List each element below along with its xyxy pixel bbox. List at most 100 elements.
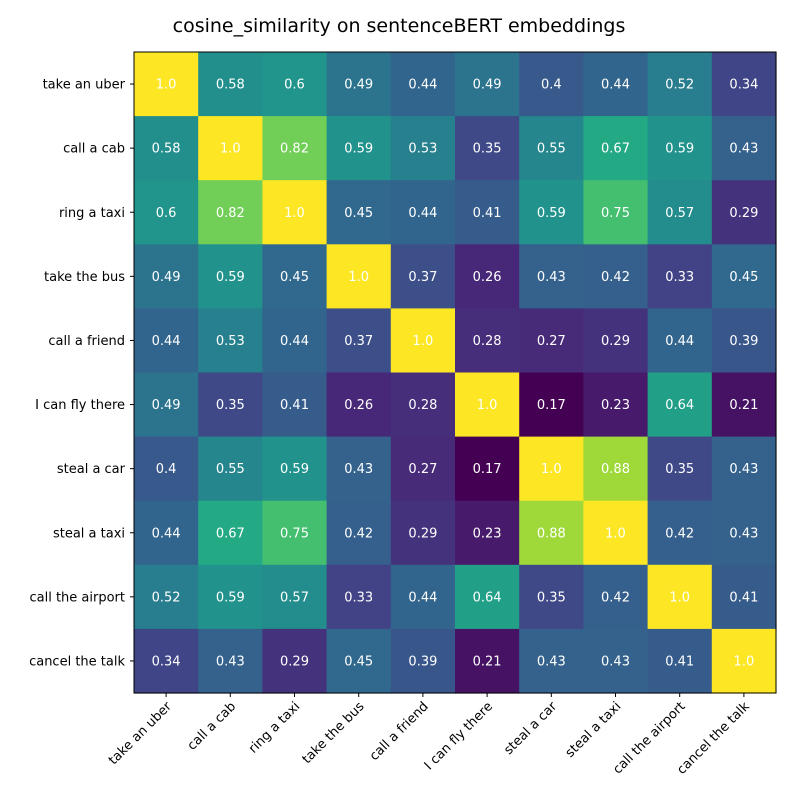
heatmap-cell [583,180,649,245]
cell-value-label: 0.44 [408,206,437,221]
heatmap-cell [198,372,263,438]
heatmap-cell [134,564,199,630]
cell-value-label: 0.33 [665,270,694,285]
heatmap-cell [647,52,713,117]
heatmap-cell [262,436,328,502]
cell-value-label: 0.6 [156,206,177,221]
heatmap-cell [455,308,520,374]
heatmap-cell [134,308,199,374]
heatmap-cell [519,52,584,117]
cell-value-label: 0.34 [152,654,181,669]
cell-value-label: 0.55 [537,142,566,157]
heatmap-cell [198,628,263,694]
heatmap-cell [326,116,392,181]
heatmap-cell [711,564,777,630]
heatmap-cell [455,52,520,117]
cell-value-label: 0.67 [601,142,630,157]
cell-value-label: 0.33 [344,590,373,605]
cell-value-label: 0.23 [601,398,630,413]
heatmap-cell [262,52,328,117]
cell-value-label: 0.27 [537,334,566,349]
cell-value-label: 0.17 [473,462,502,477]
cell-value-label: 0.29 [601,334,630,349]
heatmap-cell [455,500,520,566]
chart-title: cosine_similarity on sentenceBERT embedd… [173,15,626,37]
cell-value-label: 0.35 [216,398,245,413]
x-tick-label: call a cab [185,699,239,753]
x-tick-label: I can fly there [422,699,496,773]
cell-value-label: 0.28 [473,334,502,349]
heatmap-cell [519,244,584,309]
heatmap-cell [134,628,199,694]
heatmap-cell [326,628,392,694]
heatmap-cell [711,116,777,181]
heatmap-cells [134,52,777,694]
cell-value-label: 0.27 [408,462,437,477]
cell-value-label: 0.45 [344,654,373,669]
cell-value-label: 0.44 [152,334,181,349]
heatmap-cell [647,436,713,502]
y-tick-label: call a friend [48,334,125,349]
heatmap-cell [711,244,777,309]
plot-frame [133,51,777,694]
cell-value-label: 0.58 [152,142,181,157]
cell-value-label: 0.59 [344,142,373,157]
cell-value-label: 1.0 [220,142,241,157]
heatmap-cell [390,52,456,117]
heatmap-cell [647,244,713,309]
heatmap-cell [647,308,713,374]
cell-value-label: 0.34 [729,78,758,93]
cell-value-label: 0.64 [665,398,694,413]
cell-value-label: 0.21 [473,654,502,669]
heatmap-cell [519,436,584,502]
cell-value-label: 0.43 [537,654,566,669]
heatmap-cell [455,436,520,502]
cell-value-label: 1.0 [156,78,177,93]
heatmap-cell [134,500,199,566]
heatmap-cell [583,372,649,438]
cell-value-label: 0.82 [280,142,309,157]
heatmap-cell [390,116,456,181]
cell-value-label: 0.44 [408,590,437,605]
heatmap-cell [198,308,263,374]
cell-value-label: 0.43 [729,526,758,541]
heatmap-cell [583,564,649,630]
cell-value-label: 1.0 [669,590,690,605]
heatmap-cell [198,500,263,566]
heatmap-cell [390,244,456,309]
heatmap-cell [390,372,456,438]
cell-value-label: 0.42 [601,590,630,605]
cell-value-label: 1.0 [477,398,498,413]
cell-value-label: 0.6 [284,78,305,93]
heatmap-cell [711,52,777,117]
cell-value-label: 0.37 [344,334,373,349]
heatmap-cell [134,436,199,502]
heatmap-cell [583,628,649,694]
heatmap-cell [390,308,456,374]
heatmap-cell [134,116,199,181]
cell-value-label: 0.57 [280,590,309,605]
heatmap-cell [519,500,584,566]
heatmap-cell [390,180,456,245]
heatmap-cell [134,52,199,117]
cell-value-label: 1.0 [541,462,562,477]
cell-value-label: 0.4 [156,462,177,477]
y-tick-label: steal a taxi [53,526,125,541]
heatmap-cell [198,116,263,181]
cell-value-label: 0.42 [601,270,630,285]
heatmap-cell [647,564,713,630]
cell-value-label: 0.35 [665,462,694,477]
y-axis: take an uber call a cab ring a taxi take th… [29,78,134,669]
y-tick-label: call the airport [29,590,125,605]
heatmap-cell [583,116,649,181]
x-tick-label: take the bus [300,699,368,767]
cell-value-label: 0.29 [729,206,758,221]
heatmap-cell [262,244,328,309]
cell-value-label: 0.45 [280,270,309,285]
cell-value-label: 0.52 [665,78,694,93]
heatmap-cell [262,180,328,245]
heatmap-cell [198,564,263,630]
cell-value-label: 0.23 [473,526,502,541]
